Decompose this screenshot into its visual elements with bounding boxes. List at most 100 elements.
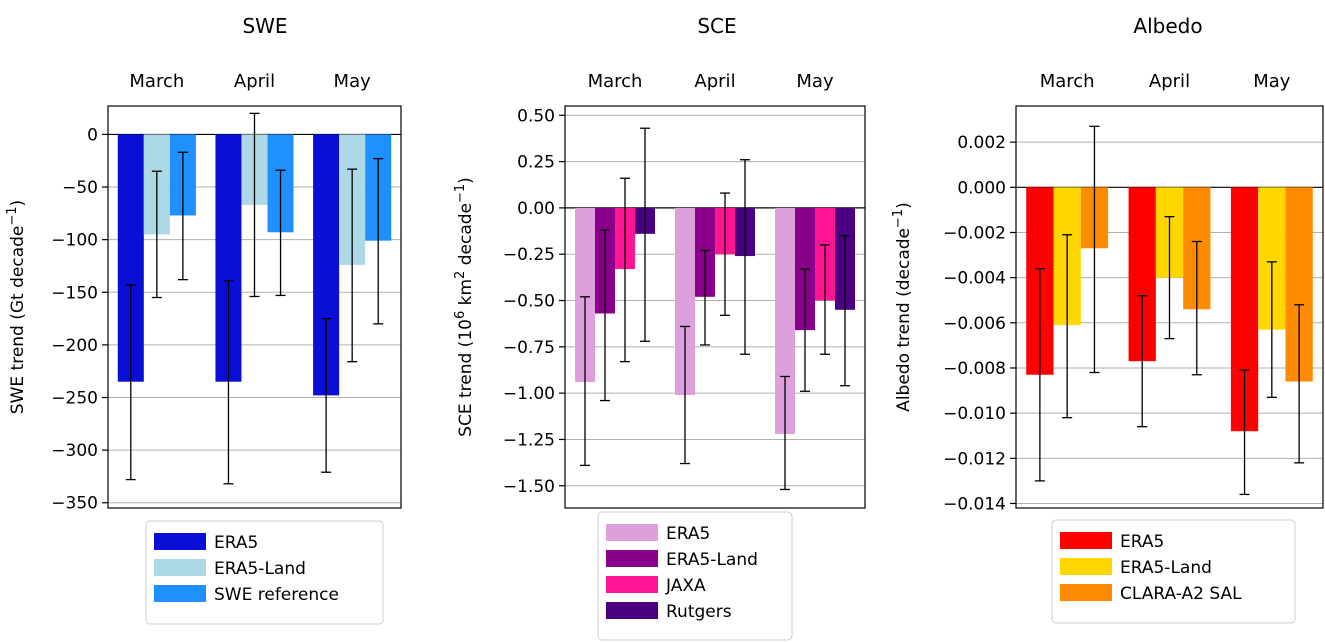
error-bar	[1294, 304, 1305, 464]
error-bar	[125, 284, 136, 481]
category-label: May	[1253, 71, 1291, 92]
y-tick-label: 0.25	[517, 153, 555, 173]
error-bar	[151, 170, 162, 299]
category-label: April	[1149, 71, 1190, 92]
error-bar	[700, 249, 710, 346]
legend-frame	[1051, 519, 1296, 624]
error-bar	[620, 177, 630, 363]
y-tick-label: −1.25	[503, 430, 555, 450]
category-label: March	[1040, 71, 1095, 92]
category-label: May	[796, 71, 834, 92]
y-axis-label: SCE trend (106 km2 decade−1)	[453, 177, 477, 437]
chart-panel-0: SWE 0 −50 −100 −150 −200 −250 −300 −350 March Apri…	[5, 14, 402, 625]
chart-title: SCE	[697, 14, 736, 38]
legend-label: ERA5	[1120, 532, 1164, 552]
y-tick-label: −0.010	[943, 404, 1006, 424]
legend-label: CLARA-A2 SAL	[1120, 584, 1242, 604]
y-tick-label: −0.012	[943, 449, 1006, 469]
chart-panel-1: SCE 0.50 0.25 0.00 −0.25 −0.50 −0.75 −1.00 −1.25…	[453, 14, 866, 641]
legend-swatch	[606, 602, 658, 619]
legend-swatch	[1060, 584, 1112, 601]
y-tick-label: −0.008	[943, 359, 1006, 379]
y-axis-label: SWE trend (Gt decade−1)	[5, 200, 29, 414]
error-bar	[223, 280, 234, 485]
legend: ERA5 ERA5-Land CLARA-A2 SAL	[1051, 519, 1296, 624]
error-bar	[1137, 295, 1148, 428]
error-bar	[275, 169, 286, 297]
error-bar	[720, 192, 730, 316]
y-tick-label: −150	[51, 283, 98, 303]
chart-title: Albedo	[1133, 14, 1202, 38]
y-tick-label: −0.75	[503, 338, 555, 358]
y-tick-label: −100	[51, 231, 98, 251]
y-tick-label: −0.50	[503, 292, 555, 312]
axes-frame	[1015, 105, 1324, 509]
axes-frame	[107, 105, 402, 509]
y-tick-label: −0.004	[943, 269, 1006, 289]
legend-label: ERA5-Land	[666, 550, 758, 570]
legend-swatch	[606, 576, 658, 593]
legend-label: SWE reference	[214, 585, 339, 605]
legend-label: ERA5-Land	[214, 559, 306, 579]
legend-label: ERA5	[666, 524, 710, 544]
y-axis-label: Albedo trend (decade−1)	[891, 202, 915, 412]
legend-swatch	[606, 550, 658, 567]
category-label: March	[129, 71, 184, 92]
error-bar	[1191, 240, 1202, 376]
legend-swatch	[154, 585, 206, 602]
error-bar	[580, 296, 590, 467]
y-tick-label: −350	[51, 494, 98, 514]
error-bar	[640, 127, 650, 342]
error-bar	[780, 375, 790, 491]
error-bar	[600, 229, 610, 402]
bar	[675, 207, 695, 395]
category-label: May	[334, 71, 372, 92]
y-tick-label: 0.002	[957, 133, 1006, 153]
y-tick-label: −300	[51, 441, 98, 461]
error-bar	[840, 235, 850, 387]
chart-panel-2: Albedo 0.002 0.000 −0.002 −0.004 −0.006 −0.008…	[891, 14, 1324, 624]
error-bar	[249, 112, 260, 298]
error-bar	[321, 317, 332, 473]
error-bar	[680, 325, 690, 465]
category-label: April	[234, 71, 275, 92]
bar	[575, 207, 595, 383]
y-tick-label: 0.00	[517, 199, 555, 219]
y-tick-label: −0.25	[503, 245, 555, 265]
y-tick-label: −200	[51, 336, 98, 356]
error-bar	[1239, 369, 1250, 496]
y-tick-label: 0.50	[517, 106, 555, 126]
legend-swatch	[154, 559, 206, 576]
y-tick-label: −1.50	[503, 477, 555, 497]
y-tick-label: −50	[62, 178, 98, 198]
error-bar	[740, 159, 750, 355]
y-tick-label: 0.000	[957, 178, 1006, 198]
legend-swatch	[606, 524, 658, 541]
error-bar	[373, 157, 384, 325]
legend: ERA5 ERA5-Land JAXA Rutgers	[597, 511, 793, 641]
legend-swatch	[154, 533, 206, 550]
legend-label: Rutgers	[666, 602, 732, 622]
category-label: April	[694, 71, 735, 92]
legend-swatch	[1060, 558, 1112, 575]
y-tick-label: 0	[87, 125, 98, 145]
y-tick-label: −0.014	[943, 494, 1006, 514]
error-bar	[1089, 125, 1100, 374]
y-tick-label: −1.00	[503, 384, 555, 404]
legend: ERA5 ERA5-Land SWE reference	[145, 520, 384, 625]
error-bar	[1164, 216, 1175, 340]
y-tick-label: −250	[51, 389, 98, 409]
error-bar	[820, 244, 830, 355]
error-bar	[1266, 261, 1277, 398]
legend-swatch	[1060, 532, 1112, 549]
error-bar	[1034, 267, 1045, 482]
error-bar	[347, 168, 358, 363]
category-label: March	[588, 71, 643, 92]
error-bar	[177, 151, 188, 281]
y-tick-label: −0.006	[943, 314, 1006, 334]
chart-title: SWE	[242, 14, 287, 38]
y-tick-label: −0.002	[943, 223, 1006, 243]
bar	[775, 207, 795, 434]
axes-frame	[564, 105, 866, 509]
